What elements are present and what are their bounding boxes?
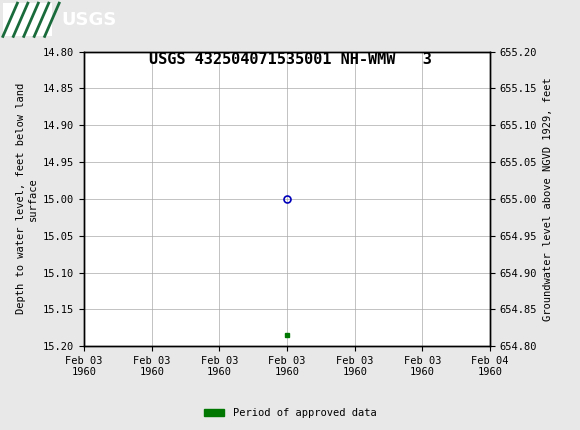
Legend: Period of approved data: Period of approved data (200, 404, 380, 423)
Y-axis label: Depth to water level, feet below land
surface: Depth to water level, feet below land su… (16, 83, 38, 314)
Y-axis label: Groundwater level above NGVD 1929, feet: Groundwater level above NGVD 1929, feet (543, 77, 553, 321)
Text: USGS 432504071535001 NH-WMW   3: USGS 432504071535001 NH-WMW 3 (148, 52, 432, 68)
Bar (3, 3, 52, 37)
Text: USGS: USGS (61, 11, 116, 29)
